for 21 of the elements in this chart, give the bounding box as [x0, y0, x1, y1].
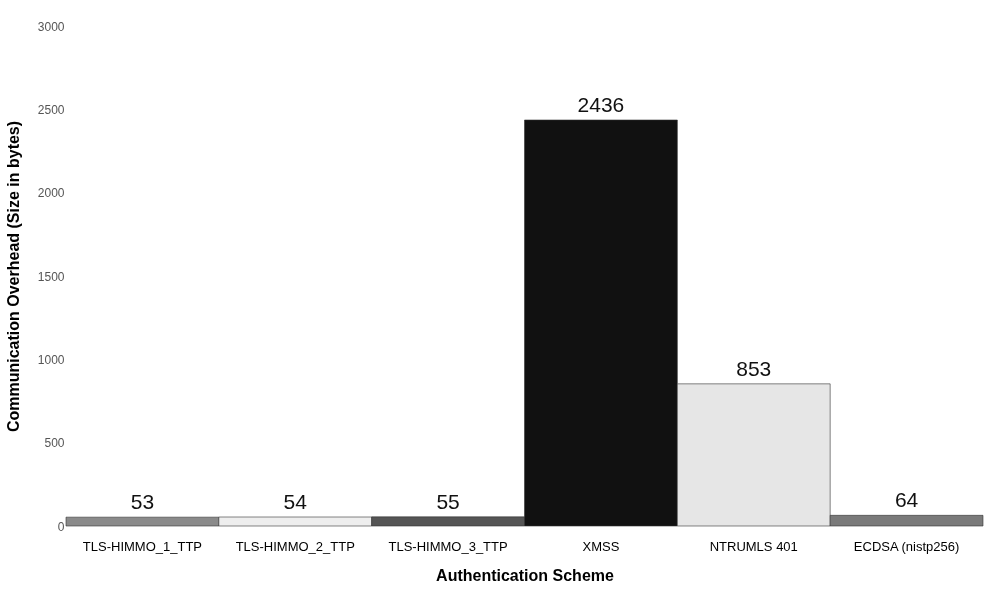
x-tick-label: TLS-HIMMO_2_TTP: [235, 538, 355, 554]
y-axis-title: Communication Overhead (Size in bytes): [4, 120, 22, 433]
y-tick-label: 0: [57, 519, 65, 534]
x-tick-label: TLS-HIMMO_1_TTP: [82, 538, 203, 554]
x-tick-label: NTRUMLS 401: [709, 538, 798, 554]
y-tick-label: 3000: [37, 19, 65, 34]
y-tick-label: 2000: [37, 186, 65, 201]
x-tick-label: TLS-HIMMO_3_TTP: [388, 538, 508, 554]
data-label: 853: [736, 356, 772, 380]
data-label: 55: [436, 489, 460, 513]
data-label: 54: [283, 490, 308, 513]
x-tick-label: ECDSA (nistp256): [853, 538, 960, 554]
y-tick-label: 500: [44, 436, 65, 451]
y-tick-label: 1500: [37, 269, 65, 284]
y-tick-label: 2500: [37, 102, 65, 117]
data-label: 2436: [577, 93, 625, 116]
data-label: 64: [894, 488, 919, 512]
y-tick-label: 1000: [37, 352, 65, 367]
data-label: 53: [130, 490, 155, 514]
x-axis-title: Authentication Scheme: [436, 566, 614, 584]
x-tick-label: XMSS: [582, 538, 620, 554]
